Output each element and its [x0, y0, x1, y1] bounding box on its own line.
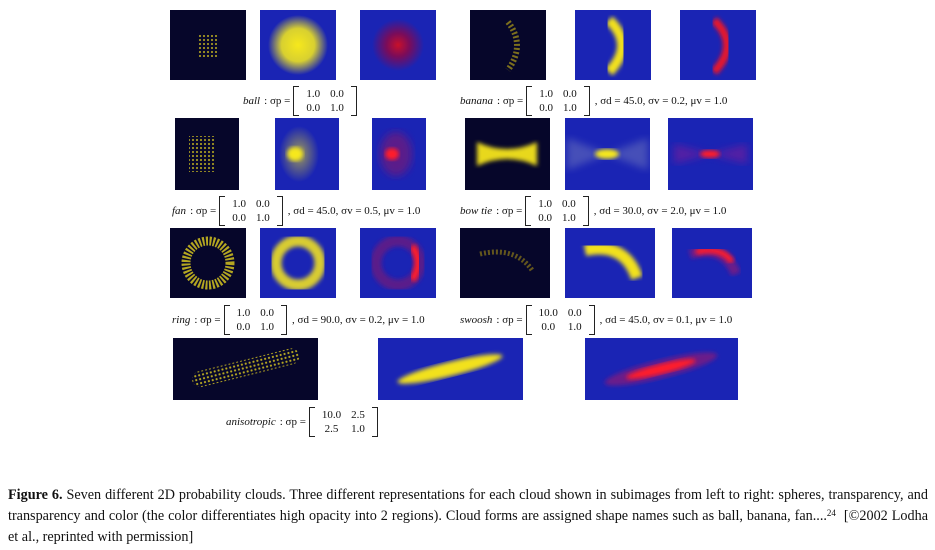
ball-spheres-image: [170, 10, 246, 80]
caption-text: Seven different 2D probability clouds. T…: [8, 487, 928, 524]
matrix: 10.0 2.5 2.5 1.0: [308, 407, 378, 437]
figure-caption: Figure 6. Seven different 2D probability…: [8, 485, 928, 548]
swoosh-color-image: [672, 228, 752, 298]
bowtie-transparency-image: [565, 118, 650, 190]
anisotropic-color-image: [585, 338, 738, 400]
fan-label: fan: σp = 1.0 0.0 0.0 1.0 , σd = 45.0, σv =…: [172, 196, 421, 226]
fan-spheres-image: [175, 118, 239, 190]
banana-color-image: [680, 10, 756, 80]
swoosh-label: swoosh: σp = 10.0 0.0 0.0 1.0 , σd = 45.0, …: [460, 305, 733, 335]
matrix: 10.0 0.0 0.0 1.0: [525, 305, 595, 335]
fan-transparency-image: [275, 118, 339, 190]
matrix: 1.0 0.0 0.0 1.0: [293, 86, 357, 116]
ring-color-image: [360, 228, 436, 298]
copyright-credit: [©2002 Lodha et al., reprinted with perm…: [8, 508, 928, 545]
ring-transparency-image: [260, 228, 336, 298]
matrix: 1.0 0.0 0.0 1.0: [219, 196, 283, 226]
matrix: 1.0 0.0 0.0 1.0: [223, 305, 288, 335]
figure-panels: ball: σp = 1.0 0.0 0.0 1.0 banana: σp = 1.0…: [170, 10, 756, 437]
swoosh-spheres-image: [460, 228, 550, 298]
banana-spheres-image: [470, 10, 546, 80]
matrix: 1.0 0.0 0.0 1.0: [525, 196, 589, 226]
ball-label: ball: σp = 1.0 0.0 0.0 1.0: [243, 86, 362, 116]
ball-transparency-image: [260, 10, 336, 80]
anisotropic-transparency-image: [378, 338, 523, 400]
fan-color-image: [372, 118, 426, 190]
matrix: 1.0 0.0 0.0 1.0: [526, 86, 590, 116]
anisotropic-label: anisotropic: σp = 10.0 2.5 2.5 1.0: [226, 407, 383, 437]
bowtie-label: bow tie: σp = 1.0 0.0 0.0 1.0 , σd = 30.0, …: [460, 196, 727, 226]
ring-label: ring: σp = 1.0 0.0 0.0 1.0 , σd = 90.0, σv …: [172, 305, 425, 335]
banana-transparency-image: [575, 10, 651, 80]
banana-label: banana: σp = 1.0 0.0 0.0 1.0 , σd = 45.0, σ…: [460, 86, 728, 116]
swoosh-transparency-image: [565, 228, 655, 298]
ring-spheres-image: [170, 228, 246, 298]
bowtie-spheres-image: [465, 118, 550, 190]
bowtie-color-image: [668, 118, 753, 190]
citation-superscript: 24: [826, 508, 836, 518]
anisotropic-spheres-image: [173, 338, 318, 400]
ball-color-image: [360, 10, 436, 80]
figure-label: Figure 6.: [8, 487, 63, 503]
